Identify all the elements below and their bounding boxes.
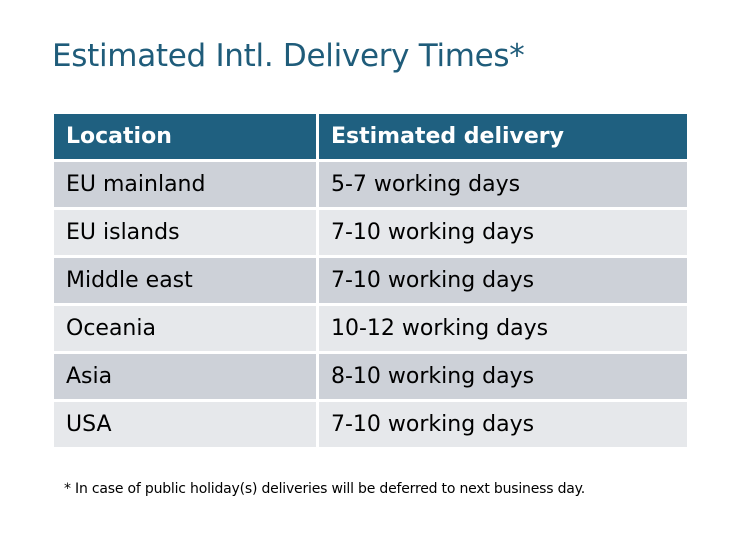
delivery-table: Location Estimated delivery EU mainland … bbox=[51, 111, 690, 450]
header-location: Location bbox=[54, 114, 316, 159]
delivery-cell: 5-7 working days bbox=[319, 162, 687, 207]
table-row: Asia 8-10 working days bbox=[54, 354, 687, 399]
table-row: Oceania 10-12 working days bbox=[54, 306, 687, 351]
table-row: EU mainland 5-7 working days bbox=[54, 162, 687, 207]
table-row: USA 7-10 working days bbox=[54, 402, 687, 447]
table-row: Middle east 7-10 working days bbox=[54, 258, 687, 303]
location-cell: EU mainland bbox=[54, 162, 316, 207]
page-title: Estimated Intl. Delivery Times* bbox=[52, 38, 525, 74]
location-cell: Oceania bbox=[54, 306, 316, 351]
footnote: * In case of public holiday(s) deliverie… bbox=[64, 481, 585, 497]
delivery-cell: 7-10 working days bbox=[319, 210, 687, 255]
location-cell: Middle east bbox=[54, 258, 316, 303]
delivery-cell: 7-10 working days bbox=[319, 402, 687, 447]
delivery-cell: 8-10 working days bbox=[319, 354, 687, 399]
header-estimated-delivery: Estimated delivery bbox=[319, 114, 687, 159]
location-cell: EU islands bbox=[54, 210, 316, 255]
location-cell: Asia bbox=[54, 354, 316, 399]
delivery-cell: 7-10 working days bbox=[319, 258, 687, 303]
table-row: EU islands 7-10 working days bbox=[54, 210, 687, 255]
location-cell: USA bbox=[54, 402, 316, 447]
table-header-row: Location Estimated delivery bbox=[54, 114, 687, 159]
delivery-cell: 10-12 working days bbox=[319, 306, 687, 351]
